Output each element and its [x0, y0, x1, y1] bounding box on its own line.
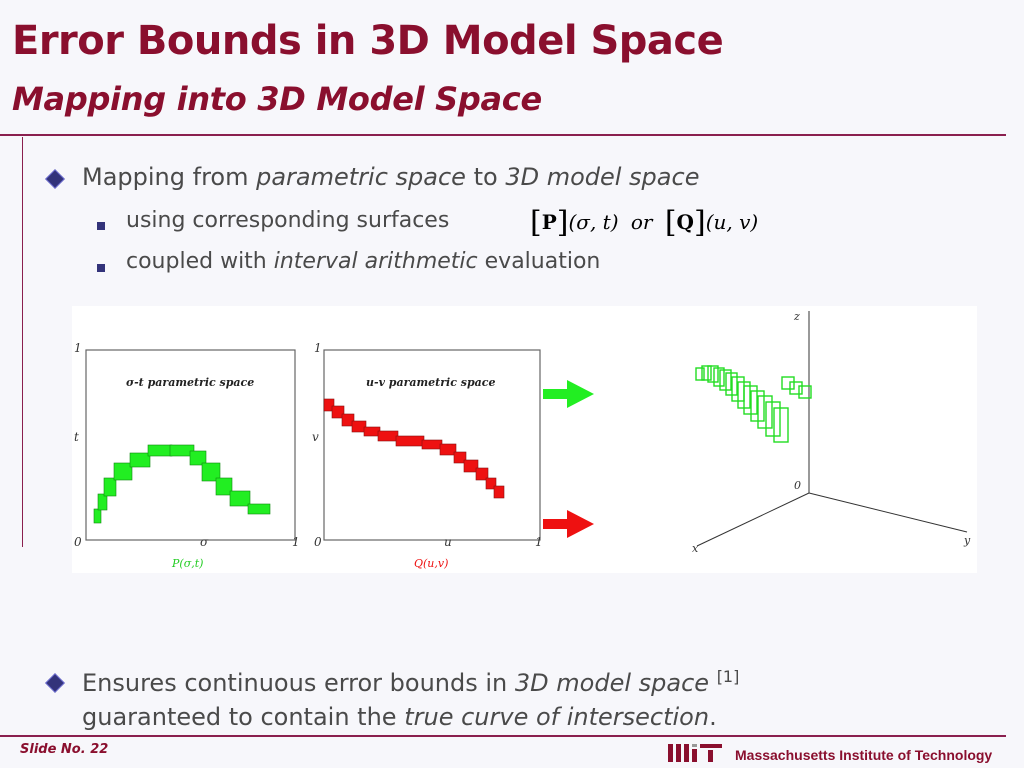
slide-number: Slide No. 22 [20, 742, 109, 757]
plot2-caption: Q(u,v) [414, 557, 448, 570]
plot1-xlabel: σ [200, 535, 209, 549]
diamond-bullet-icon [45, 673, 65, 693]
left-divider [22, 137, 23, 547]
plot2-xlabel: u [444, 535, 452, 549]
surface-formula: [P](σ, t) or [Q](u, v) [530, 205, 759, 240]
citation: [1] [716, 667, 740, 686]
plot1-ylabel: t [74, 430, 79, 444]
axis-y-label: y [963, 534, 971, 547]
plot2-x1: 1 [535, 535, 543, 549]
parametric-to-3d-figure: σ-t parametric space 1 t 0 σ 1 P(σ,t) u-… [74, 310, 971, 570]
plot1-x1: 1 [292, 535, 300, 549]
axes-3d [696, 311, 968, 547]
plot2-ylabel: v [312, 430, 319, 444]
plot2-frame [323, 349, 541, 541]
bullet-mapping: Mapping from parametric space to 3D mode… [82, 163, 700, 191]
green-boxes [93, 444, 271, 524]
green-curve-3d [695, 365, 812, 443]
slide-title: Error Bounds in 3D Model Space [12, 18, 724, 64]
axis-z-label: z [793, 310, 800, 323]
red-boxes [323, 398, 505, 499]
figure-panel: σ-t parametric space 1 t 0 σ 1 P(σ,t) u-… [72, 306, 977, 573]
plot1-y1: 1 [74, 341, 82, 355]
mit-logo-icon [668, 744, 722, 762]
plot1-frame [85, 349, 296, 541]
plot2-x0: 0 [314, 535, 322, 549]
axis-x-label: x [692, 542, 699, 555]
green-arrow-icon [543, 380, 594, 408]
diamond-bullet-icon [45, 169, 65, 189]
slide-subtitle: Mapping into 3D Model Space [12, 80, 542, 118]
plot1-x0: 0 [74, 535, 82, 549]
sub-bullet-interval: coupled with interval arithmetic evaluat… [126, 249, 601, 274]
plot1-title: σ-t parametric space [126, 376, 254, 389]
institution-name: Massachusetts Institute of Technology [735, 747, 993, 763]
bullet-error-bounds: Ensures continuous error bounds in 3D mo… [82, 667, 740, 697]
top-divider [0, 134, 1006, 136]
plot2-title: u-v parametric space [366, 376, 495, 389]
red-arrow-icon [543, 510, 594, 538]
square-bullet-icon [97, 222, 105, 230]
bottom-divider [0, 735, 1006, 737]
plot1-caption: P(σ,t) [171, 557, 203, 570]
bullet-error-bounds-line2: guaranteed to contain the true curve of … [82, 703, 717, 731]
plot2-y1: 1 [314, 341, 322, 355]
sub-bullet-surfaces: using corresponding surfaces [126, 208, 450, 233]
origin-label: 0 [794, 479, 801, 492]
square-bullet-icon [97, 264, 105, 272]
